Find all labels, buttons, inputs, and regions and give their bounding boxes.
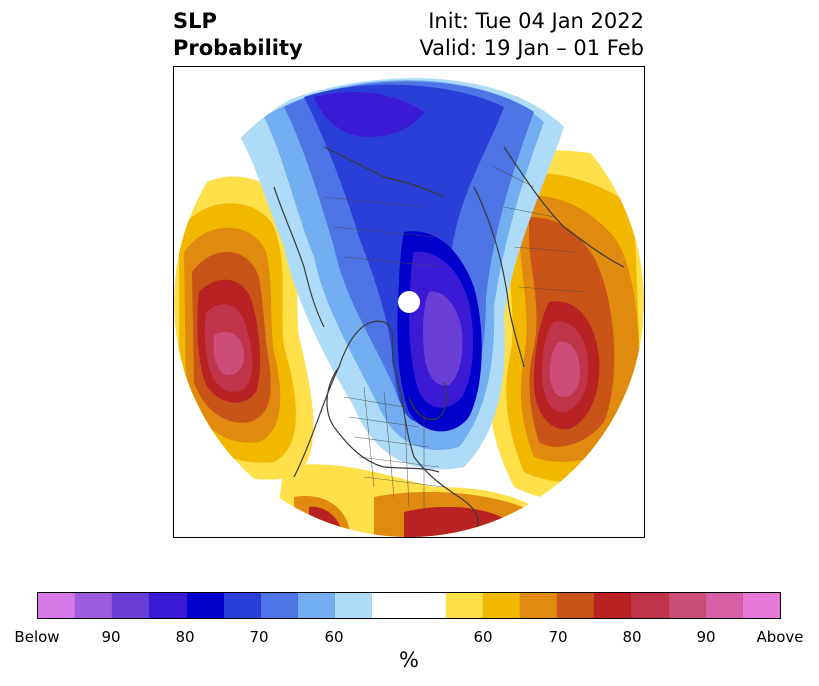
colorbar-segment-below (223, 593, 261, 618)
colorbar-tick: 60 (473, 628, 493, 646)
colorbar-segment-below (38, 593, 76, 618)
title-product: Probability (173, 36, 303, 60)
colorbar-tick: 70 (249, 628, 269, 646)
colorbar-segment-below (75, 593, 113, 618)
colorbar-segment-above (520, 593, 558, 618)
colorbar-tick: 90 (101, 628, 121, 646)
colorbar-tick: Below (14, 628, 60, 646)
colorbar-segment-above (705, 593, 743, 618)
arctic-below-anomaly (234, 78, 564, 470)
colorbar-segment-above (668, 593, 706, 618)
colorbar-tick: 60 (324, 628, 344, 646)
pole-marker (398, 291, 420, 313)
init-date: Init: Tue 04 Jan 2022 (428, 9, 644, 33)
colorbar-tick: Above (756, 628, 804, 646)
colorbar-segment-above (482, 593, 521, 618)
colorbar-segment-below (112, 593, 150, 618)
colorbar-segment-below (260, 593, 299, 618)
colorbar-unit-label: % (399, 648, 419, 672)
colorbar-tick: 90 (696, 628, 716, 646)
colorbar-segment-neutral (372, 593, 446, 618)
political-borders (323, 166, 585, 512)
colorbar-segment-above (631, 593, 669, 618)
colorbar-tick: 80 (622, 628, 642, 646)
colorbar-segment-below (186, 593, 224, 618)
colorbar-segment-above (557, 593, 595, 618)
valid-range: Valid: 19 Jan – 01 Feb (419, 36, 644, 60)
colorbar-segment-above (445, 593, 483, 618)
colorbar (37, 592, 781, 619)
colorbar-tick: 80 (175, 628, 195, 646)
coastlines (273, 146, 625, 537)
pacific-above-anomaly (174, 176, 314, 480)
colorbar-segment-below (298, 593, 336, 618)
title-left: SLP Probability (173, 8, 303, 62)
probability-map (174, 67, 644, 537)
colorbar-tick: 70 (548, 628, 568, 646)
title-right: Init: Tue 04 Jan 2022 Valid: 19 Jan – 01… (419, 8, 644, 62)
atlantic-above-anomaly (490, 150, 644, 502)
colorbar-segment-below (335, 593, 373, 618)
title-variable: SLP (173, 9, 217, 33)
colorbar-segment-below (149, 593, 187, 618)
map-panel (173, 66, 645, 538)
colorbar-segment-above (742, 593, 781, 618)
colorbar-segment-above (594, 593, 632, 618)
